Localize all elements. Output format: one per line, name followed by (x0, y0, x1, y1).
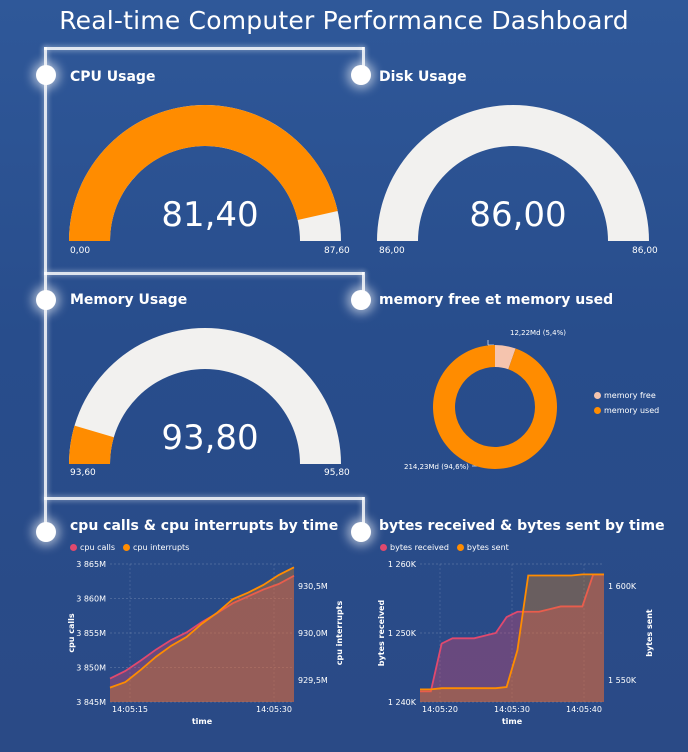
timeline-node-memory (36, 290, 56, 310)
bytes-x-axis-title: time (502, 717, 523, 726)
donut-slice-memory-free (495, 345, 516, 370)
cpu-calls-y-tick: 3 850M (76, 664, 106, 673)
bytes-y2-tick: 1 550K (608, 676, 637, 685)
cpu-gauge-value: 81,40 (161, 195, 259, 235)
cpu-calls-chart: 3 865M 3 860M 3 855M 3 850M 3 845M 930,5M 930,… (67, 560, 344, 726)
memory-gauge (69, 328, 341, 464)
bytes-y-tick: 1 240K (388, 698, 417, 707)
bytes-area-bytes-received (420, 574, 604, 702)
disk-gauge-max: 86,00 (632, 246, 658, 256)
timeline-rail-top (44, 47, 364, 50)
bytes-line-bytes-sent (420, 573, 604, 691)
donut-legend-used: memory used (594, 406, 659, 415)
bytes-y-axis-title: bytes received (377, 600, 386, 667)
donut-legend-free: memory free (594, 391, 656, 400)
cpu-usage-title: CPU Usage (70, 69, 156, 85)
cpu-calls-y2-tick: 930,5M (298, 582, 328, 591)
timeline-rail-mid-drop (362, 272, 365, 300)
bytes-x-tick: 14:05:40 (566, 705, 602, 714)
timeline-node-cpu (36, 65, 56, 85)
bytes-x-tick: 14:05:20 (422, 705, 458, 714)
bytes-y-tick: 1 260K (388, 560, 417, 569)
timeline-rail-low (44, 497, 364, 500)
cpu-calls-y-axis-title: cpu calls (67, 613, 76, 653)
timeline-rail-low-drop (362, 497, 365, 525)
cpu-calls-line-cpu-calls (109, 574, 295, 680)
dashboard-title: Real-time Computer Performance Dashboard (59, 6, 629, 35)
cpu-calls-y2-tick: 930,0M (298, 629, 328, 638)
bytes-y-tick: 1 250K (388, 629, 417, 638)
cpu-calls-area-cpu-calls (110, 575, 294, 702)
bytes-legend: bytes received bytes sent (380, 543, 509, 552)
bytes-line-bytes-received (420, 573, 604, 693)
bytes-chart-title: bytes received & bytes sent by time (379, 518, 665, 534)
cpu-calls-x-tick: 14:05:15 (112, 705, 148, 714)
legend-swatch-used (594, 407, 601, 414)
memory-gauge-min: 93,60 (70, 468, 96, 478)
cpu-calls-x-tick: 14:05:30 (256, 705, 292, 714)
cpu-calls-y-tick: 3 860M (76, 595, 106, 604)
cpu-calls-chart-title: cpu calls & cpu interrupts by time (70, 518, 339, 534)
bytes-chart: 1 260K 1 250K 1 240K 1 600K 1 550K 14:05:20 14… (377, 560, 654, 726)
cpu-calls-legend: cpu calls cpu interrupts (70, 543, 189, 552)
timeline-node-bytes (351, 522, 371, 542)
memory-gauge-track (69, 328, 341, 464)
cpu-calls-y-tick: 3 855M (76, 629, 106, 638)
bytes-y2-tick: 1 600K (608, 582, 637, 591)
legend-item-bytes-sent: bytes sent (456, 543, 509, 552)
legend-item-bytes-received: bytes received (380, 543, 449, 552)
memory-used-data-label: 214,23Md (94,6%) (404, 463, 469, 471)
legend-item-cpu-interrupts: cpu interrupts (123, 543, 189, 552)
disk-gauge-track (377, 105, 649, 241)
cpu-calls-area-cpu-interrupts (110, 567, 294, 702)
cpu-gauge-fill (69, 104, 338, 242)
cpu-gauge-max: 87,60 (324, 246, 350, 256)
cpu-calls-x-axis-title: time (192, 717, 213, 726)
bytes-y2-axis-title: bytes sent (645, 609, 654, 657)
legend-label-used: memory used (604, 406, 660, 415)
legend-item-cpu-calls: cpu calls (70, 543, 115, 552)
legend-swatch-free (594, 392, 601, 399)
disk-usage-title: Disk Usage (379, 69, 467, 85)
memory-donut (433, 340, 557, 469)
donut-slice-memory-used (433, 345, 557, 469)
timeline-rail-top-drop (362, 47, 365, 75)
timeline-node-disk (351, 65, 371, 85)
memory-gauge-fill (69, 425, 114, 464)
disk-gauge-value: 86,00 (469, 195, 567, 235)
memory-gauge-max: 95,80 (324, 468, 350, 478)
memory-free-data-label: 12,22Md (5,4%) (510, 329, 566, 337)
memory-gauge-value: 93,80 (161, 418, 259, 458)
timeline-node-memory-pie (351, 290, 371, 310)
bytes-area-bytes-sent (420, 574, 604, 702)
cpu-calls-y2-axis-title: cpu interrupts (335, 601, 344, 666)
disk-gauge-min: 86,00 (379, 246, 405, 256)
cpu-gauge-min: 0,00 (70, 246, 91, 256)
memory-usage-title: Memory Usage (70, 292, 188, 308)
cpu-calls-y-tick: 3 865M (76, 560, 106, 569)
timeline-rail-mid (44, 272, 364, 275)
cpu-gauge (69, 104, 341, 242)
bytes-x-tick: 14:05:30 (494, 705, 530, 714)
cpu-calls-y2-tick: 929,5M (298, 676, 328, 685)
memory-pie-title: memory free et memory used (379, 292, 614, 308)
disk-gauge (377, 105, 649, 241)
legend-label-free: memory free (604, 391, 656, 400)
timeline-node-cpu-calls (36, 522, 56, 542)
cpu-calls-line-cpu-interrupts (109, 566, 295, 689)
cpu-calls-y-tick: 3 845M (76, 698, 106, 707)
